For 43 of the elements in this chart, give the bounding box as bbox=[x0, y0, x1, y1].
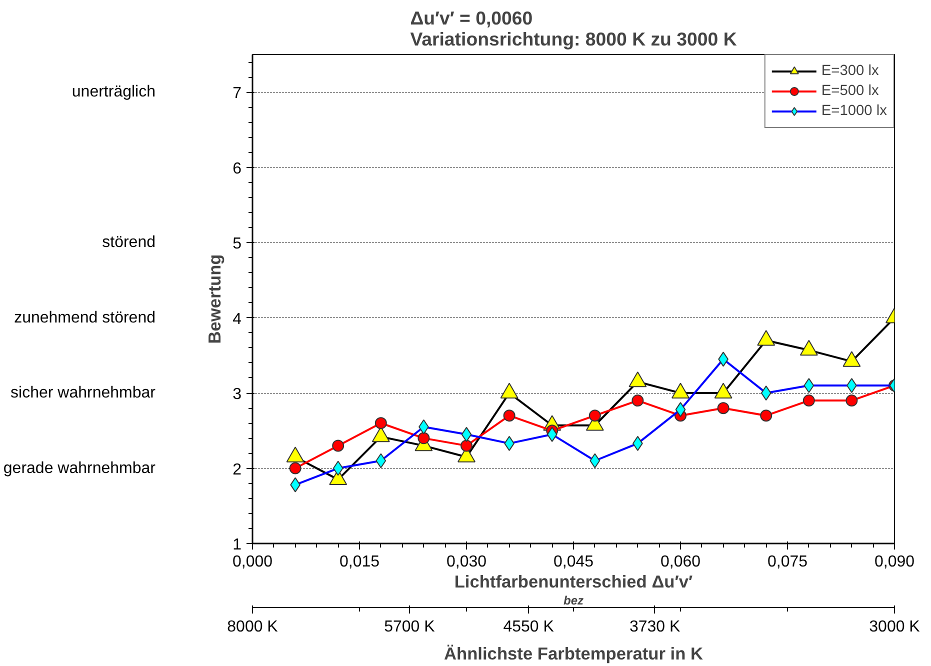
y-tick-label: 1 bbox=[232, 536, 242, 554]
point bbox=[418, 432, 430, 444]
text: 3730 K bbox=[629, 618, 681, 636]
text: störend bbox=[102, 234, 156, 252]
y-tick-label: 2 bbox=[232, 461, 242, 478]
chart-title: Δu′v′ = 0,0060 Variationsrichtung: 8000 K zu 3000 K bbox=[410, 8, 738, 50]
y-axis-title: Bewertung bbox=[204, 254, 225, 344]
point bbox=[503, 410, 516, 422]
y-tick-label: 3 bbox=[232, 386, 242, 404]
point bbox=[374, 417, 387, 430]
text: 5700 K bbox=[384, 618, 436, 636]
y-tick-label: 4 bbox=[232, 310, 242, 328]
legend-label: E=300 lx bbox=[821, 63, 879, 79]
text: sicher wahrnehmbar bbox=[10, 384, 156, 402]
text: gerade wahrnehmbar bbox=[3, 460, 156, 477]
point bbox=[632, 394, 644, 407]
y-tick-label: 6 bbox=[232, 160, 242, 178]
x-tick-label: 0,030 bbox=[446, 554, 487, 570]
x-tick-label: 0,000 bbox=[232, 554, 273, 570]
text: zunehmend störend bbox=[14, 309, 156, 326]
point bbox=[588, 410, 601, 422]
point bbox=[460, 440, 472, 452]
y-tick-label: 7 bbox=[232, 85, 242, 102]
point bbox=[802, 394, 815, 407]
text: unerträglich bbox=[72, 84, 156, 101]
x2-axis-title: Ähnlichste Farbtemperatur in K bbox=[444, 644, 704, 664]
point bbox=[289, 462, 302, 474]
point bbox=[717, 402, 730, 414]
x-tick-label: 0,060 bbox=[660, 554, 701, 570]
legend-label: E=500 lx bbox=[821, 83, 879, 99]
text: 8000 K bbox=[227, 618, 278, 636]
point bbox=[846, 394, 858, 407]
point bbox=[760, 410, 772, 422]
y-tick-label: 5 bbox=[232, 236, 242, 253]
legend-label: E=1000 lx bbox=[821, 103, 887, 119]
x-tick-label: 0,075 bbox=[767, 554, 808, 570]
x-tick-label: 0,090 bbox=[874, 554, 915, 570]
x-axis-title: Lichtfarbenunterschied Δu′v′bez bbox=[454, 572, 693, 608]
x-tick-label: 0,015 bbox=[339, 554, 380, 570]
point bbox=[332, 440, 344, 452]
x-tick-label: 0,045 bbox=[553, 554, 594, 570]
text: 3000 K bbox=[869, 618, 920, 636]
text: 4550 K bbox=[503, 618, 554, 636]
